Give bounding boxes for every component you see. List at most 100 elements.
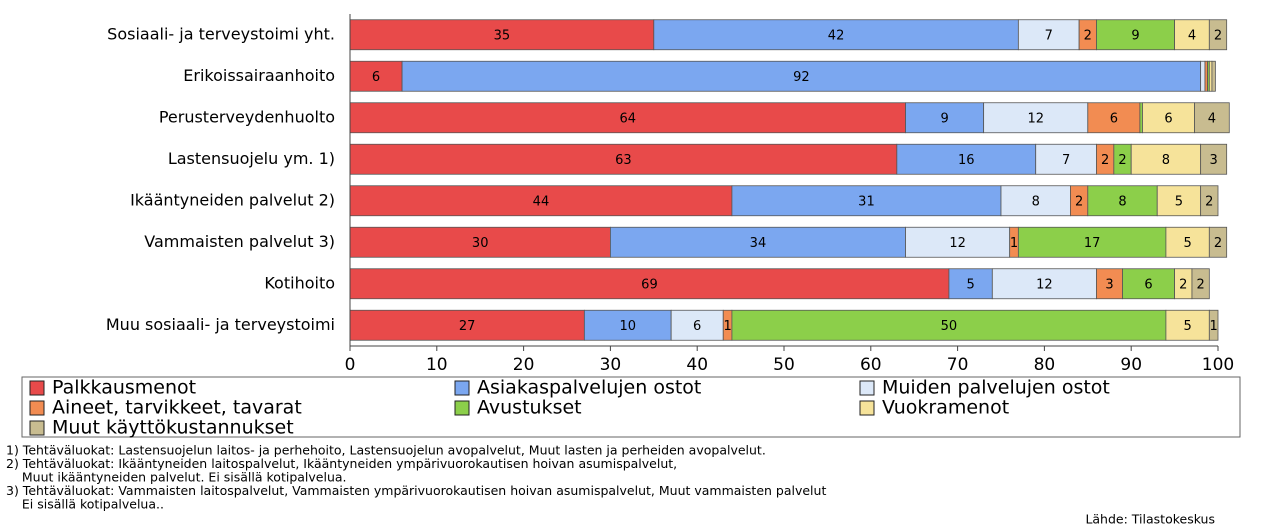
bar-segment bbox=[349, 309, 585, 341]
data-label: 2 bbox=[1179, 277, 1187, 292]
data-label: 2 bbox=[1205, 194, 1213, 209]
data-label: 12 bbox=[1036, 277, 1053, 292]
legend-swatch bbox=[29, 380, 45, 396]
data-label: 17 bbox=[1084, 236, 1101, 251]
legend-swatch bbox=[29, 400, 45, 416]
bar-segment bbox=[1194, 102, 1230, 134]
x-tick-label: 50 bbox=[773, 355, 795, 375]
bar-segment bbox=[349, 19, 655, 51]
x-tick-label: 60 bbox=[860, 355, 882, 375]
data-label: 6 bbox=[1144, 277, 1152, 292]
category-label: Ikääntyneiden palvelut 2) bbox=[130, 190, 335, 209]
bar-segment bbox=[1165, 309, 1210, 341]
data-label: 1 bbox=[723, 319, 731, 334]
x-tick-label: 10 bbox=[426, 355, 448, 375]
data-label: 63 bbox=[615, 153, 632, 168]
x-tick-label: 100 bbox=[1202, 355, 1234, 375]
category-label: Sosiaali- ja terveystoimi yht. bbox=[107, 24, 335, 43]
data-label: 35 bbox=[494, 28, 511, 43]
x-tick-label: 0 bbox=[345, 355, 356, 375]
bar-segment bbox=[1208, 226, 1228, 258]
legend-label: Asiakaspalvelujen ostot bbox=[477, 377, 701, 399]
bar-segment bbox=[401, 60, 1202, 92]
data-label: 42 bbox=[828, 28, 845, 43]
data-label: 2 bbox=[1075, 194, 1083, 209]
footnote: 3) Tehtäväluokat: Vammaisten laitospalve… bbox=[6, 483, 826, 498]
bar-segment bbox=[1096, 19, 1175, 51]
bar-segment bbox=[1096, 268, 1123, 300]
x-tick-label: 40 bbox=[686, 355, 708, 375]
bar-segment bbox=[1208, 19, 1228, 51]
data-label: 2 bbox=[1214, 236, 1222, 251]
bar-segment bbox=[610, 226, 906, 258]
data-label: 30 bbox=[472, 236, 489, 251]
legend-label: Avustukset bbox=[477, 397, 582, 419]
legend-label: Muut käyttökustannukset bbox=[52, 417, 294, 439]
data-label: 5 bbox=[1175, 194, 1183, 209]
bar-segment bbox=[1017, 19, 1080, 51]
bar-segment bbox=[1035, 143, 1097, 175]
bar-segment bbox=[1122, 268, 1176, 300]
category-label: Lastensuojelu ym. 1) bbox=[168, 149, 335, 168]
bar-segment bbox=[1200, 60, 1206, 92]
legend-box bbox=[21, 376, 1241, 438]
data-label: 64 bbox=[619, 111, 636, 126]
source: Lähde: Tilastokeskus bbox=[1085, 512, 1215, 527]
bar-segment bbox=[1142, 102, 1195, 134]
category-label: Vammaisten palvelut 3) bbox=[144, 232, 335, 251]
data-label: 3 bbox=[1210, 153, 1218, 168]
category-label: Muu sosiaali- ja terveystoimi bbox=[106, 315, 335, 334]
footnote: 1) Tehtäväluokat: Lastensuojelun laitos-… bbox=[6, 443, 766, 458]
bar-segment bbox=[1087, 185, 1158, 217]
data-label: 8 bbox=[1118, 194, 1126, 209]
x-tick-label: 20 bbox=[513, 355, 535, 375]
bar-segment bbox=[670, 309, 724, 341]
data-label: 2 bbox=[1196, 277, 1204, 292]
legend-label: Muiden palvelujen ostot bbox=[882, 377, 1110, 399]
data-label: 31 bbox=[858, 194, 875, 209]
legend-swatch bbox=[859, 400, 875, 416]
bar-segment bbox=[905, 226, 1011, 258]
data-label: 2 bbox=[1118, 153, 1126, 168]
legend-label: Palkkausmenot bbox=[52, 377, 196, 399]
bar-segment bbox=[1191, 268, 1210, 300]
data-label: 2 bbox=[1214, 28, 1222, 43]
x-tick-label: 70 bbox=[947, 355, 969, 375]
bar-segment bbox=[1208, 309, 1219, 341]
category-label: Kotihoito bbox=[264, 273, 335, 292]
data-label: 4 bbox=[1208, 111, 1216, 126]
bar-segment bbox=[349, 60, 403, 92]
bar-segment bbox=[1130, 143, 1202, 175]
footnote: Muut ikääntyneiden palvelut. Ei sisällä … bbox=[6, 470, 347, 485]
bar-segment bbox=[349, 268, 950, 300]
data-label: 5 bbox=[966, 277, 974, 292]
data-label: 12 bbox=[949, 236, 966, 251]
data-label: 27 bbox=[459, 319, 476, 334]
bar-segment bbox=[905, 102, 985, 134]
data-label: 8 bbox=[1032, 194, 1040, 209]
bar-segment bbox=[731, 309, 1167, 341]
data-label: 6 bbox=[372, 70, 380, 85]
bar-segment bbox=[583, 309, 672, 341]
bar-segment bbox=[1200, 185, 1219, 217]
legend-label: Vuokramenot bbox=[882, 397, 1009, 419]
bar-segment bbox=[1017, 226, 1167, 258]
legend-swatch bbox=[454, 380, 470, 396]
data-label: 92 bbox=[793, 70, 810, 85]
data-label: 44 bbox=[533, 194, 550, 209]
data-label: 1 bbox=[1210, 319, 1218, 334]
bar-segment bbox=[349, 226, 611, 258]
data-label: 1 bbox=[1010, 236, 1018, 251]
bar-segment bbox=[349, 185, 733, 217]
x-tick-label: 90 bbox=[1120, 355, 1142, 375]
legend-label: Aineet, tarvikkeet, tavarat bbox=[52, 397, 302, 419]
legend-swatch bbox=[29, 420, 45, 436]
legend-swatch bbox=[454, 400, 470, 416]
data-label: 7 bbox=[1045, 28, 1053, 43]
data-label: 6 bbox=[1110, 111, 1118, 126]
data-label: 8 bbox=[1162, 153, 1170, 168]
data-label: 12 bbox=[1027, 111, 1044, 126]
data-label: 6 bbox=[693, 319, 701, 334]
data-label: 50 bbox=[941, 319, 958, 334]
